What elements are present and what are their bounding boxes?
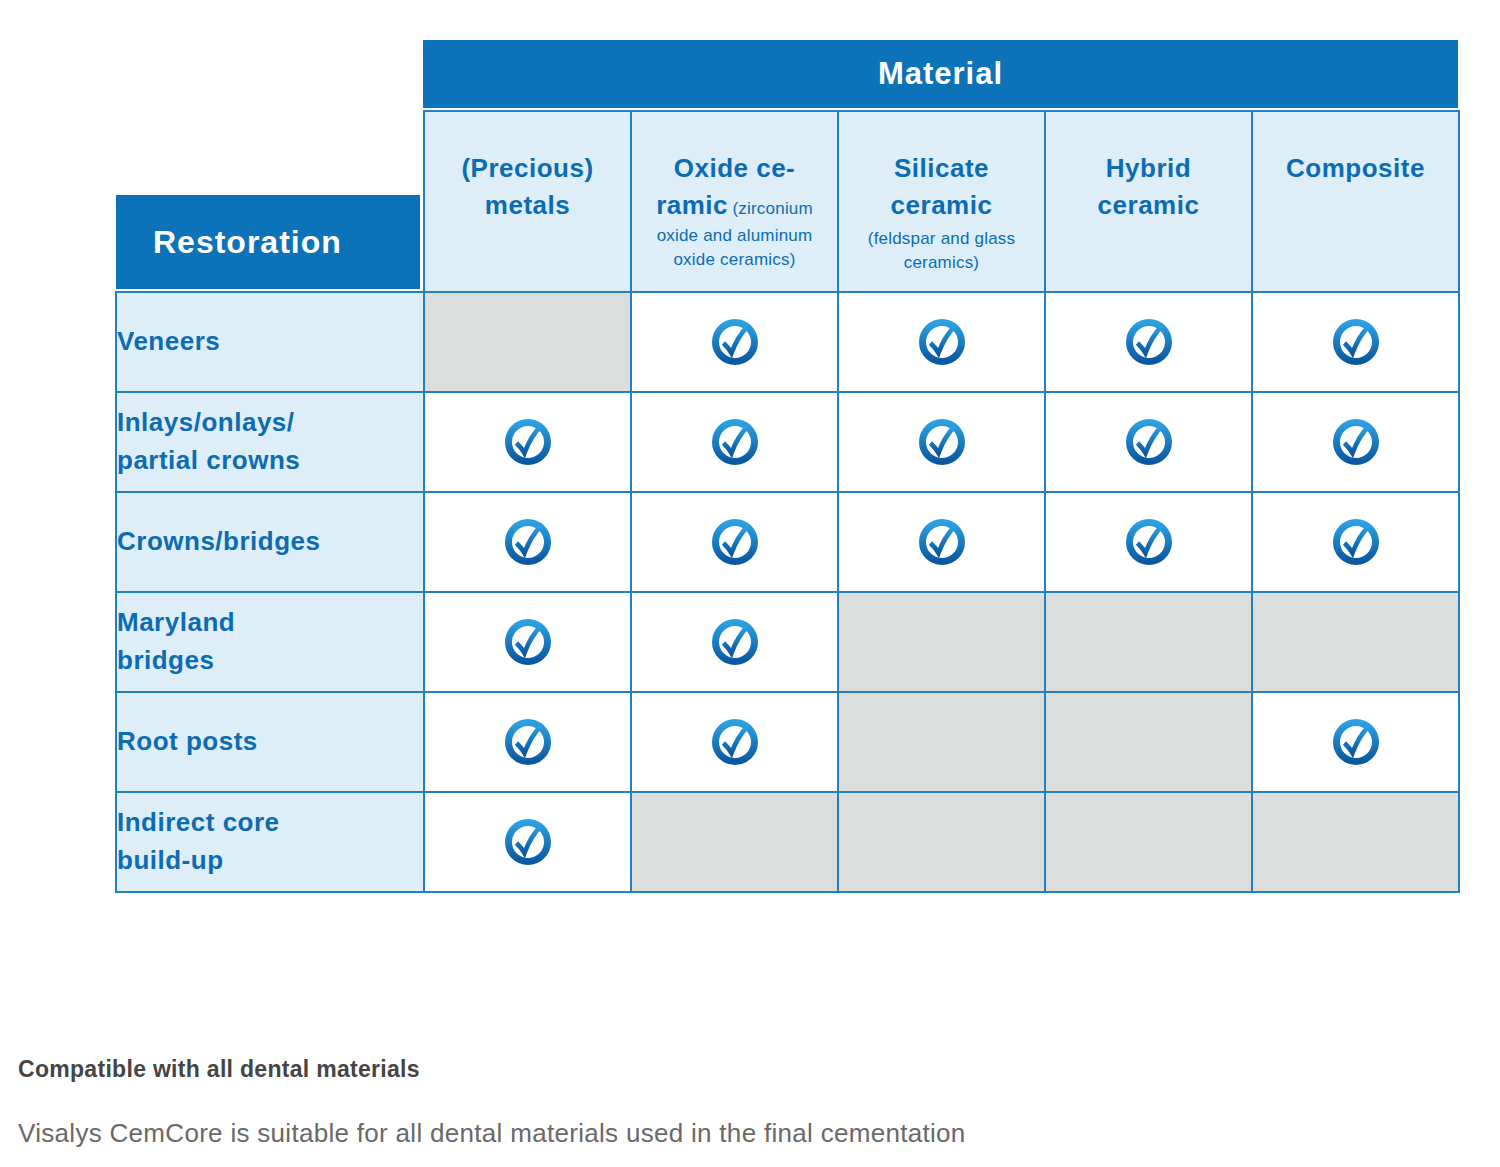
check-circle-icon [916,516,968,568]
matrix-cell-compatible [631,392,838,492]
check-circle-icon [502,716,554,768]
check-circle-icon [916,416,968,468]
matrix-cell-compatible [838,292,1045,392]
matrix-cell-blocked [631,792,838,892]
matrix-cell-compatible [424,792,631,892]
restoration-header: Restoration [116,195,420,289]
check-circle-icon [1123,316,1175,368]
matrix-cell-blocked [838,792,1045,892]
check-circle-icon [502,416,554,468]
check-circle-icon [709,416,761,468]
column-header-composite: Composite [1252,111,1459,292]
matrix-cell-blocked [1252,592,1459,692]
matrix-cell-blocked [1252,792,1459,892]
matrix-cell-compatible [1045,392,1252,492]
check-circle-icon [1123,416,1175,468]
check-circle-icon [709,316,761,368]
matrix-cell-compatible [838,392,1045,492]
footnote-text: Visalys CemCore is suitable for all dent… [18,1118,966,1149]
check-circle-icon [916,316,968,368]
column-title: Silicate ceramic [891,153,993,220]
matrix-cell-blocked [1045,592,1252,692]
table-row: Maryland bridges [116,592,1459,692]
column-subtitle: (feldspar and glass ceramics) [847,227,1036,275]
row-label: Crowns/bridges [116,492,424,592]
matrix-cell-compatible [424,492,631,592]
matrix-cell-blocked [424,292,631,392]
check-circle-icon [709,716,761,768]
matrix-cell-compatible [631,692,838,792]
check-circle-icon [1330,516,1382,568]
table-row: Veneers [116,292,1459,392]
check-circle-icon [502,816,554,868]
column-header-hybrid-ceramic: Hybrid ceramic [1045,111,1252,292]
matrix-cell-compatible [631,492,838,592]
matrix-cell-compatible [631,592,838,692]
matrix-cell-blocked [1045,692,1252,792]
column-title: Composite [1286,153,1425,183]
matrix-cell-compatible [1045,292,1252,392]
check-circle-icon [1330,716,1382,768]
material-header-label: Material [878,56,1003,92]
row-label: Maryland bridges [116,592,424,692]
page: Material Restoration (Precious) metals Ox… [0,0,1500,1167]
matrix-cell-blocked [838,692,1045,792]
check-circle-icon [709,516,761,568]
restoration-header-label: Restoration [153,224,342,261]
matrix-cell-blocked [838,592,1045,692]
check-circle-icon [709,616,761,668]
row-label: Veneers [116,292,424,392]
row-label: Indirect core build-up [116,792,424,892]
matrix-cell-compatible [838,492,1045,592]
matrix-cell-compatible [424,692,631,792]
column-title: (Precious) metals [461,153,593,220]
column-header-row: Restoration (Precious) metals Oxide ce- r… [116,111,1459,292]
check-circle-icon [502,616,554,668]
footnote-title: Compatible with all dental materials [18,1056,420,1083]
matrix-cell-compatible [1252,392,1459,492]
matrix-cell-blocked [1045,792,1252,892]
table-row: Root posts [116,692,1459,792]
corner-cell: Restoration [116,111,424,292]
check-circle-icon [1123,516,1175,568]
table-row: Crowns/bridges [116,492,1459,592]
matrix-cell-compatible [631,292,838,392]
material-header: Material [423,40,1458,108]
column-header-silicate-ceramic: Silicate ceramic (feldspar and glass cer… [838,111,1045,292]
matrix-cell-compatible [424,592,631,692]
matrix-cell-compatible [1252,492,1459,592]
table-row: Indirect core build-up [116,792,1459,892]
check-circle-icon [1330,416,1382,468]
matrix-cell-compatible [1252,292,1459,392]
matrix-cell-compatible [1045,492,1252,592]
table-row: Inlays/onlays/ partial crowns [116,392,1459,492]
column-header-oxide-ceramic: Oxide ce- ramic (zirconium oxide and alu… [631,111,838,292]
compatibility-table: Restoration (Precious) metals Oxide ce- r… [115,110,1460,893]
matrix-cell-compatible [424,392,631,492]
column-header-precious-metals: (Precious) metals [424,111,631,292]
row-label: Root posts [116,692,424,792]
column-title: Hybrid ceramic [1098,153,1200,220]
row-label: Inlays/onlays/ partial crowns [116,392,424,492]
matrix-cell-compatible [1252,692,1459,792]
check-circle-icon [502,516,554,568]
check-circle-icon [1330,316,1382,368]
